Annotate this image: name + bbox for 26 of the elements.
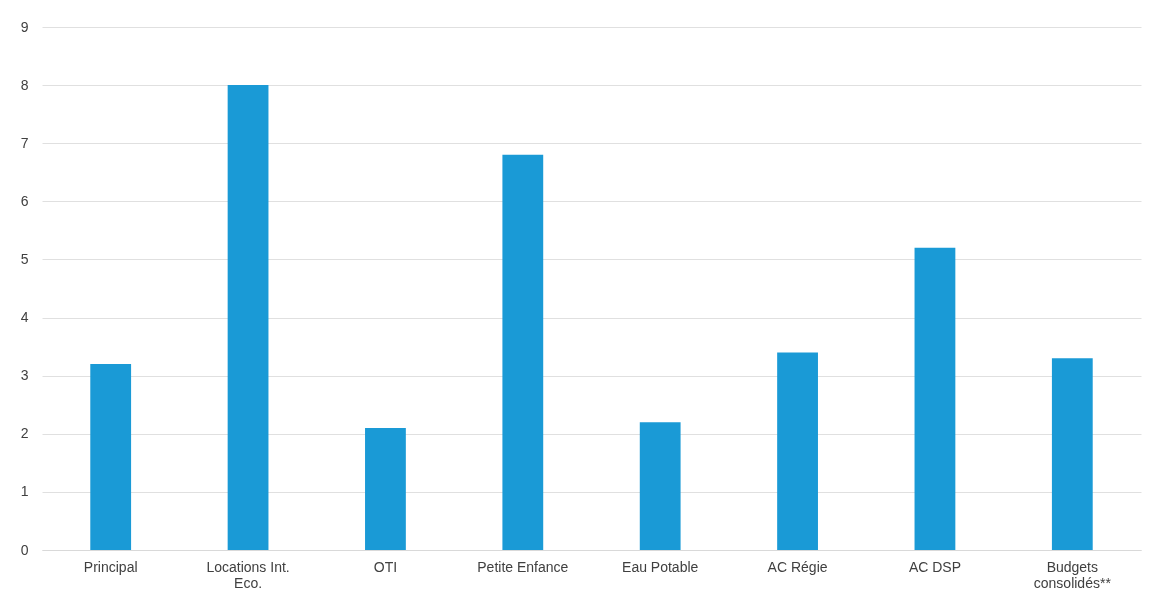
bar xyxy=(914,247,956,550)
bar xyxy=(639,422,681,550)
x-tick-label: AC Régie xyxy=(767,558,828,575)
x-tick-label: Budgets consolidés** xyxy=(1033,558,1112,591)
y-tick-label: 6 xyxy=(20,192,29,209)
y-tick-label: 8 xyxy=(20,76,29,93)
bar xyxy=(365,427,406,550)
y-tick-label: 7 xyxy=(20,134,29,151)
bar xyxy=(1051,358,1093,550)
x-tick-label: Eau Potable xyxy=(622,558,699,575)
y-tick-label: 0 xyxy=(20,541,29,558)
x-tick-label: OTI xyxy=(373,558,398,575)
bar xyxy=(502,154,544,550)
bar xyxy=(777,352,818,550)
y-tick-label: 2 xyxy=(20,425,29,442)
y-tick-label: 9 xyxy=(20,18,29,35)
y-tick-label: 4 xyxy=(20,309,29,326)
y-tick-label: 3 xyxy=(20,367,29,384)
y-tick-label: 1 xyxy=(20,483,29,500)
x-tick-label: Principal xyxy=(83,558,138,575)
bar xyxy=(90,364,132,550)
y-tick-label: 5 xyxy=(20,250,29,267)
x-tick-label: Locations Int. Eco. xyxy=(206,558,290,591)
bar xyxy=(227,85,269,550)
x-tick-label: AC DSP xyxy=(908,558,961,575)
x-tick-label: Petite Enfance xyxy=(477,558,569,575)
